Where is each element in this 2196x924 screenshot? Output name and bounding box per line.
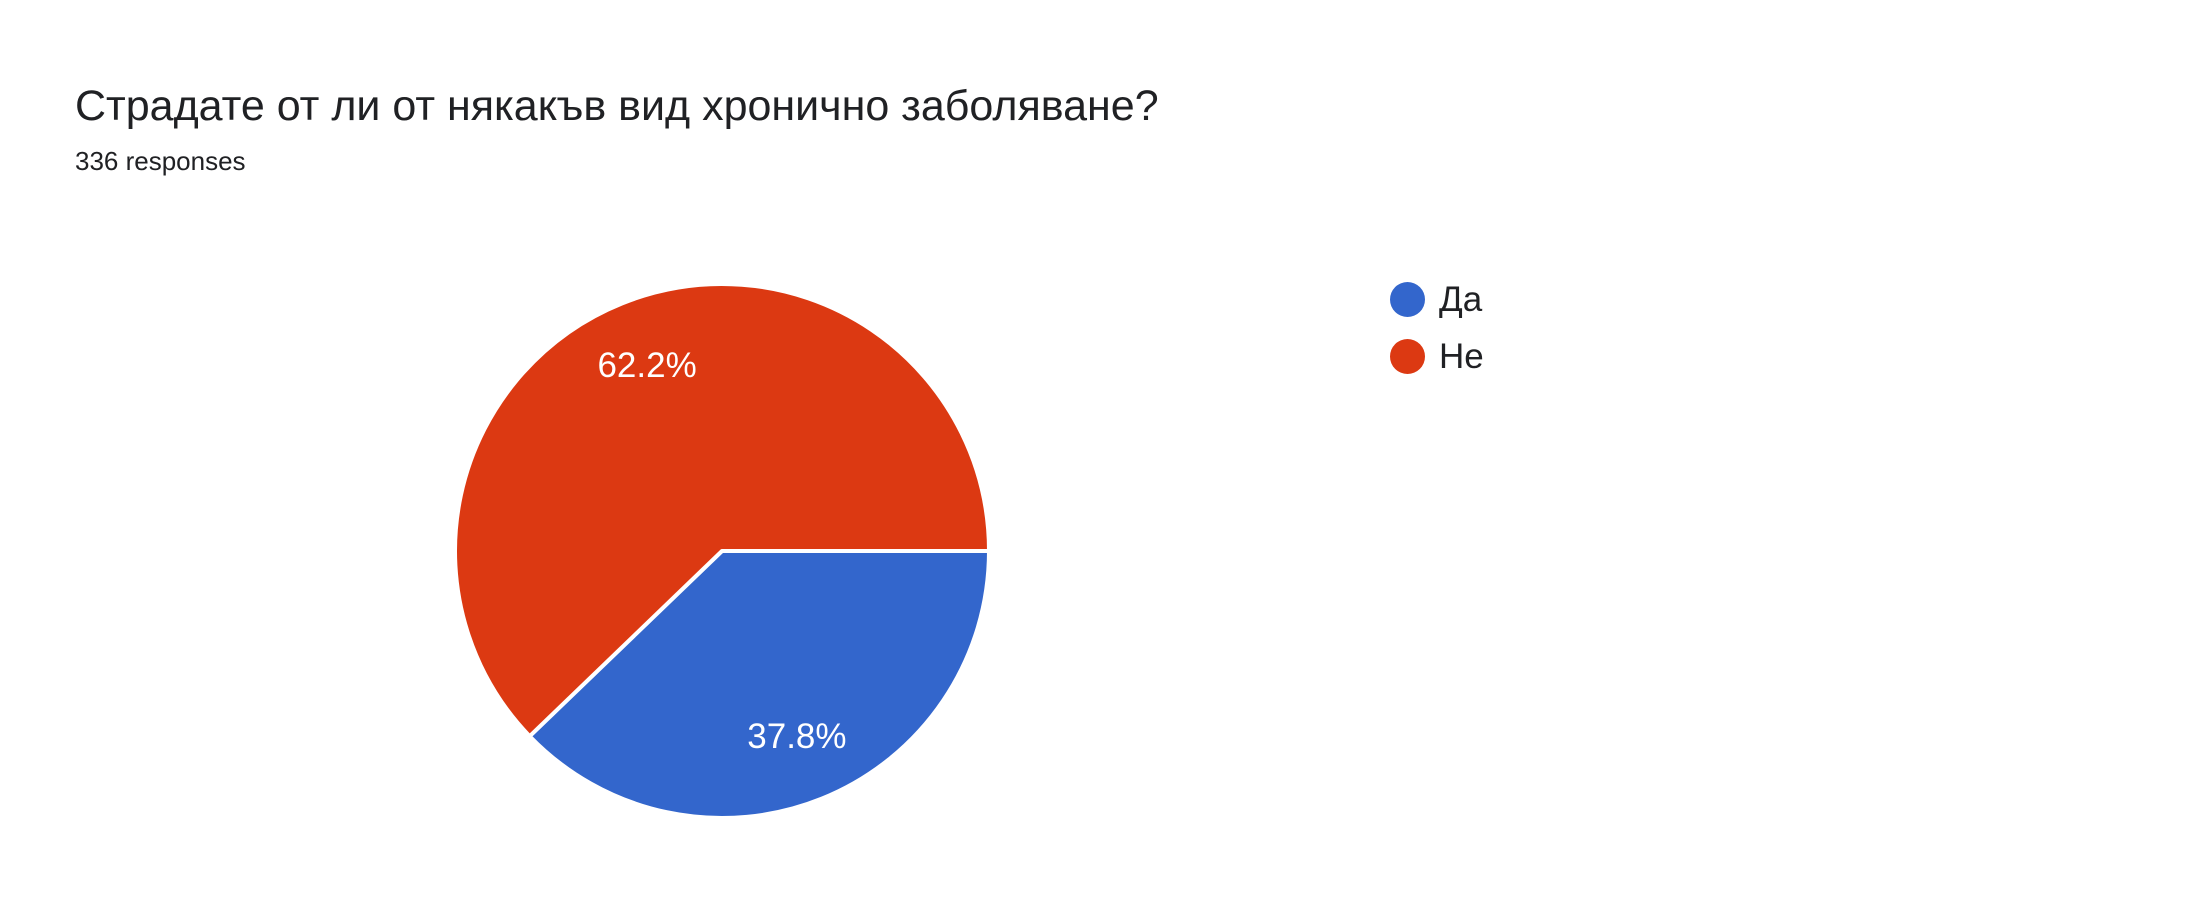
pie-slice-Не[interactable]	[453, 282, 991, 739]
chart-legend: Да Не	[1390, 279, 1484, 376]
legend-swatch-da-icon	[1390, 282, 1425, 317]
legend-swatch-ne-icon	[1390, 339, 1425, 374]
legend-item-ne: Не	[1390, 336, 1484, 376]
pie-slice-Да[interactable]	[527, 549, 991, 820]
responses-count: 336 responses	[75, 146, 246, 176]
legend-label-da: Да	[1439, 279, 1483, 319]
legend-item-da: Да	[1390, 279, 1484, 319]
pie-slice-percent-label: 37.8%	[747, 717, 846, 756]
legend-label-ne: Не	[1439, 336, 1484, 376]
pie-chart: 37.8% 62.2%	[453, 282, 991, 820]
pie-slice-percent-label: 62.2%	[597, 346, 696, 385]
question-title: Страдате от ли от някакъв вид хронично з…	[75, 82, 1159, 130]
